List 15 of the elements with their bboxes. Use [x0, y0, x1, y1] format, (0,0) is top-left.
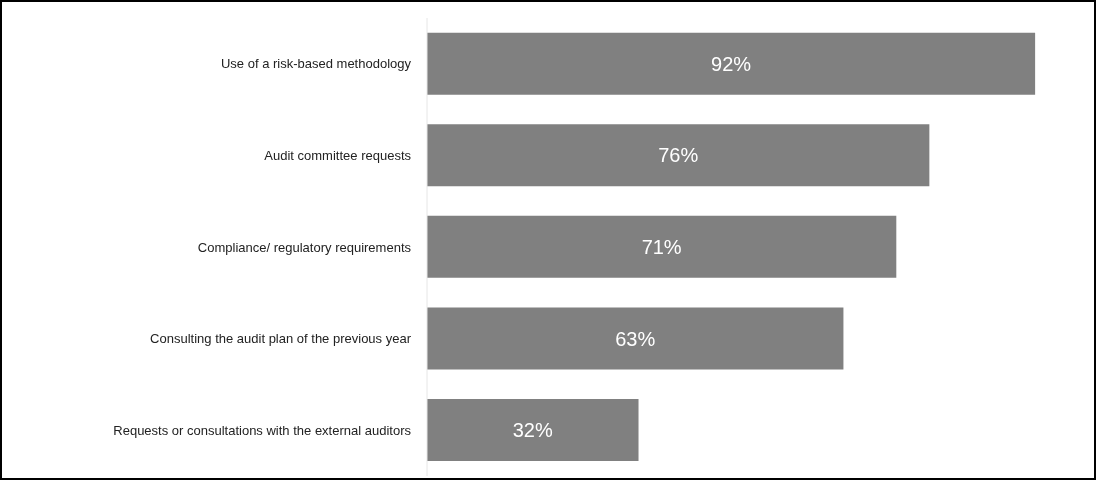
- data-label: 63%: [615, 327, 656, 350]
- y-tick-label: Audit committee requests: [264, 148, 412, 164]
- bar: [427, 307, 844, 370]
- y-tick-label: Requests or consultations with the external auditors: [113, 422, 412, 438]
- bar: [427, 215, 897, 278]
- data-label: 76%: [658, 144, 699, 167]
- data-label: 71%: [641, 235, 682, 258]
- y-tick-label: Compliance/ regulatory requirements: [197, 239, 412, 255]
- bar: [427, 124, 930, 187]
- bar: [427, 32, 1036, 95]
- data-label: 32%: [512, 419, 553, 442]
- y-tick-label: Use of a risk-based methodology: [220, 56, 412, 72]
- bar: [427, 399, 639, 462]
- y-tick-label: Consulting the audit plan of the previous year: [150, 331, 412, 347]
- data-label: 92%: [711, 52, 752, 75]
